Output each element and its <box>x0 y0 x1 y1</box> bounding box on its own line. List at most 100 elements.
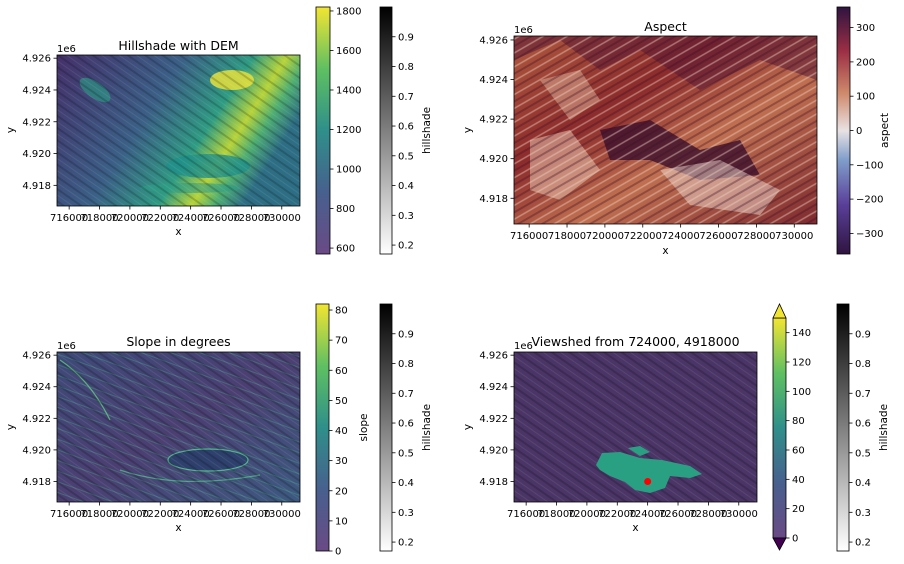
colorbar-tick-label: −100 <box>856 160 883 171</box>
y-tick-label: 4.920 <box>22 149 51 160</box>
y-offset-label: 1e6 <box>57 44 76 55</box>
y-tick-label: 4.922 <box>22 414 51 425</box>
y-tick-label: 4.918 <box>479 194 508 205</box>
colorbar-tick-label: 120 <box>792 358 811 369</box>
y-tick-label: 4.926 <box>479 351 508 362</box>
colorbar-tick-label: 10 <box>335 516 348 527</box>
colorbar-gradient <box>772 317 787 539</box>
colorbar-gradient <box>836 6 851 255</box>
colorbar-tick-label: 0.9 <box>398 32 414 43</box>
panel-title: Slope in degrees <box>126 334 230 349</box>
colorbar-tick-label: 80 <box>335 306 348 317</box>
colorbar-tick-label: 600 <box>336 244 355 255</box>
y-ticks: 4.918 4.920 4.922 4.924 4.926 <box>479 35 514 205</box>
colorbar-tick-label: 20 <box>792 504 805 515</box>
x-tick-label: 730000 <box>720 509 758 520</box>
x-tick-label: 720000 <box>111 213 149 224</box>
colorbar-tick-label: 0.8 <box>855 359 871 370</box>
colorbar-label: hillshade <box>421 107 433 154</box>
colorbar-tick-label: 60 <box>792 446 805 457</box>
panel-hillshade-dem: Hillshade with DEM 1e6 71600071800072000… <box>5 6 433 254</box>
colorbar-hillshade: 0.2 0.3 0.4 0.5 0.6 0.7 0.8 0.9 hillshade <box>379 303 433 552</box>
colorbar-tick-label: 800 <box>336 204 355 215</box>
colorbar-tick-label: 0.9 <box>855 329 871 340</box>
colorbar-label: hillshade <box>421 404 433 451</box>
x-tick-label: 720000 <box>111 509 149 520</box>
x-tick-label: 724000 <box>172 509 210 520</box>
colorbar-tick-label: 50 <box>335 396 348 407</box>
x-tick-label: 730000 <box>263 213 301 224</box>
y-tick-label: 4.924 <box>479 382 508 393</box>
colorbar-tick-label: 1000 <box>336 165 361 176</box>
colorbar-aspect: −300 −200 −100 0 100 200 300 aspect <box>836 6 891 255</box>
colorbar-gradient <box>379 6 393 255</box>
y-ticks: 4.918 4.920 4.922 4.924 4.926 <box>22 54 57 192</box>
panel-title: Aspect <box>644 19 687 34</box>
colorbar-tick-label: 70 <box>335 336 348 347</box>
colorbar-tick-label: 300 <box>856 23 875 34</box>
colorbar-extend-max <box>772 303 787 319</box>
colorbar-extend-min <box>772 537 787 551</box>
x-tick-label: 728000 <box>232 213 270 224</box>
y-tick-label: 4.924 <box>479 75 508 86</box>
x-tick-label: 720000 <box>586 231 624 242</box>
colorbar-label: hillshade <box>878 404 890 451</box>
y-ticks: 4.918 4.920 4.922 4.924 4.926 <box>479 351 514 488</box>
panel-title: Hillshade with DEM <box>118 38 238 53</box>
x-tick-label: 726000 <box>659 509 697 520</box>
y-tick-label: 4.926 <box>479 35 508 46</box>
observer-point <box>644 477 652 485</box>
colorbar-tick-label: 0.6 <box>398 419 414 430</box>
colorbar-tick-label: 0.9 <box>398 329 414 340</box>
colorbar-gradient <box>379 303 393 552</box>
y-offset-label: 1e6 <box>514 25 533 36</box>
x-tick-label: 716000 <box>510 231 548 242</box>
y-tick-label: 4.922 <box>22 117 51 128</box>
y-axis-label: y <box>462 424 474 430</box>
x-tick-label: 718000 <box>80 509 118 520</box>
colorbar-tick-label: 100 <box>856 92 875 103</box>
colorbar-tick-label: 0.2 <box>855 538 871 549</box>
colorbar-gradient <box>836 303 850 552</box>
x-tick-label: 724000 <box>629 509 667 520</box>
colorbar-tick-label: 0.6 <box>398 122 414 133</box>
x-tick-label: 718000 <box>548 231 586 242</box>
x-tick-label: 726000 <box>202 509 240 520</box>
y-tick-label: 4.918 <box>22 477 51 488</box>
colorbar-tick-label: 0.8 <box>398 62 414 73</box>
x-ticks: 7160007180007200007220007240007260007280… <box>507 502 758 520</box>
y-tick-label: 4.926 <box>22 351 51 362</box>
x-ticks: 7160007180007200007220007240007260007280… <box>50 206 301 224</box>
x-tick-label: 716000 <box>50 213 88 224</box>
y-tick-label: 4.918 <box>22 181 51 192</box>
colorbar-hillshade: 0.2 0.3 0.4 0.5 0.6 0.7 0.8 0.9 hillshade <box>836 303 890 552</box>
colorbar-dem: 600 800 1000 1200 1400 1600 1800 <box>315 6 361 255</box>
y-tick-label: 4.924 <box>22 85 51 96</box>
dem-image <box>57 55 300 206</box>
slope-image <box>57 352 300 502</box>
panel-aspect: Aspect 1e6 716000 718000 720000 722000 72400… <box>462 6 891 257</box>
x-tick-label: 724000 <box>662 231 700 242</box>
colorbar-tick-label: 0.4 <box>398 181 414 192</box>
x-tick-label: 726000 <box>202 213 240 224</box>
y-offset-label: 1e6 <box>514 341 533 352</box>
colorbar-tick-label: 140 <box>792 328 811 339</box>
colorbar-tick-label: 0.6 <box>855 419 871 430</box>
colorbar-tick-label: 0.4 <box>855 478 871 489</box>
x-tick-label: 730000 <box>263 509 301 520</box>
x-tick-label: 728000 <box>689 509 727 520</box>
colorbar-tick-label: 0.7 <box>398 92 414 103</box>
y-tick-label: 4.920 <box>22 445 51 456</box>
y-axis-label: y <box>462 127 474 133</box>
colorbar-tick-label: 40 <box>792 475 805 486</box>
colorbar-tick-label: 0.5 <box>398 151 414 162</box>
x-tick-label: 718000 <box>80 213 118 224</box>
y-tick-label: 4.922 <box>479 115 508 126</box>
x-tick-label: 730000 <box>775 231 813 242</box>
y-tick-label: 4.926 <box>22 54 51 65</box>
colorbar-tick-label: 200 <box>856 57 875 68</box>
colorbar-tick-label: 1600 <box>336 46 361 57</box>
colorbar-tick-label: −300 <box>856 229 883 240</box>
colorbar-tick-label: 80 <box>792 416 805 427</box>
